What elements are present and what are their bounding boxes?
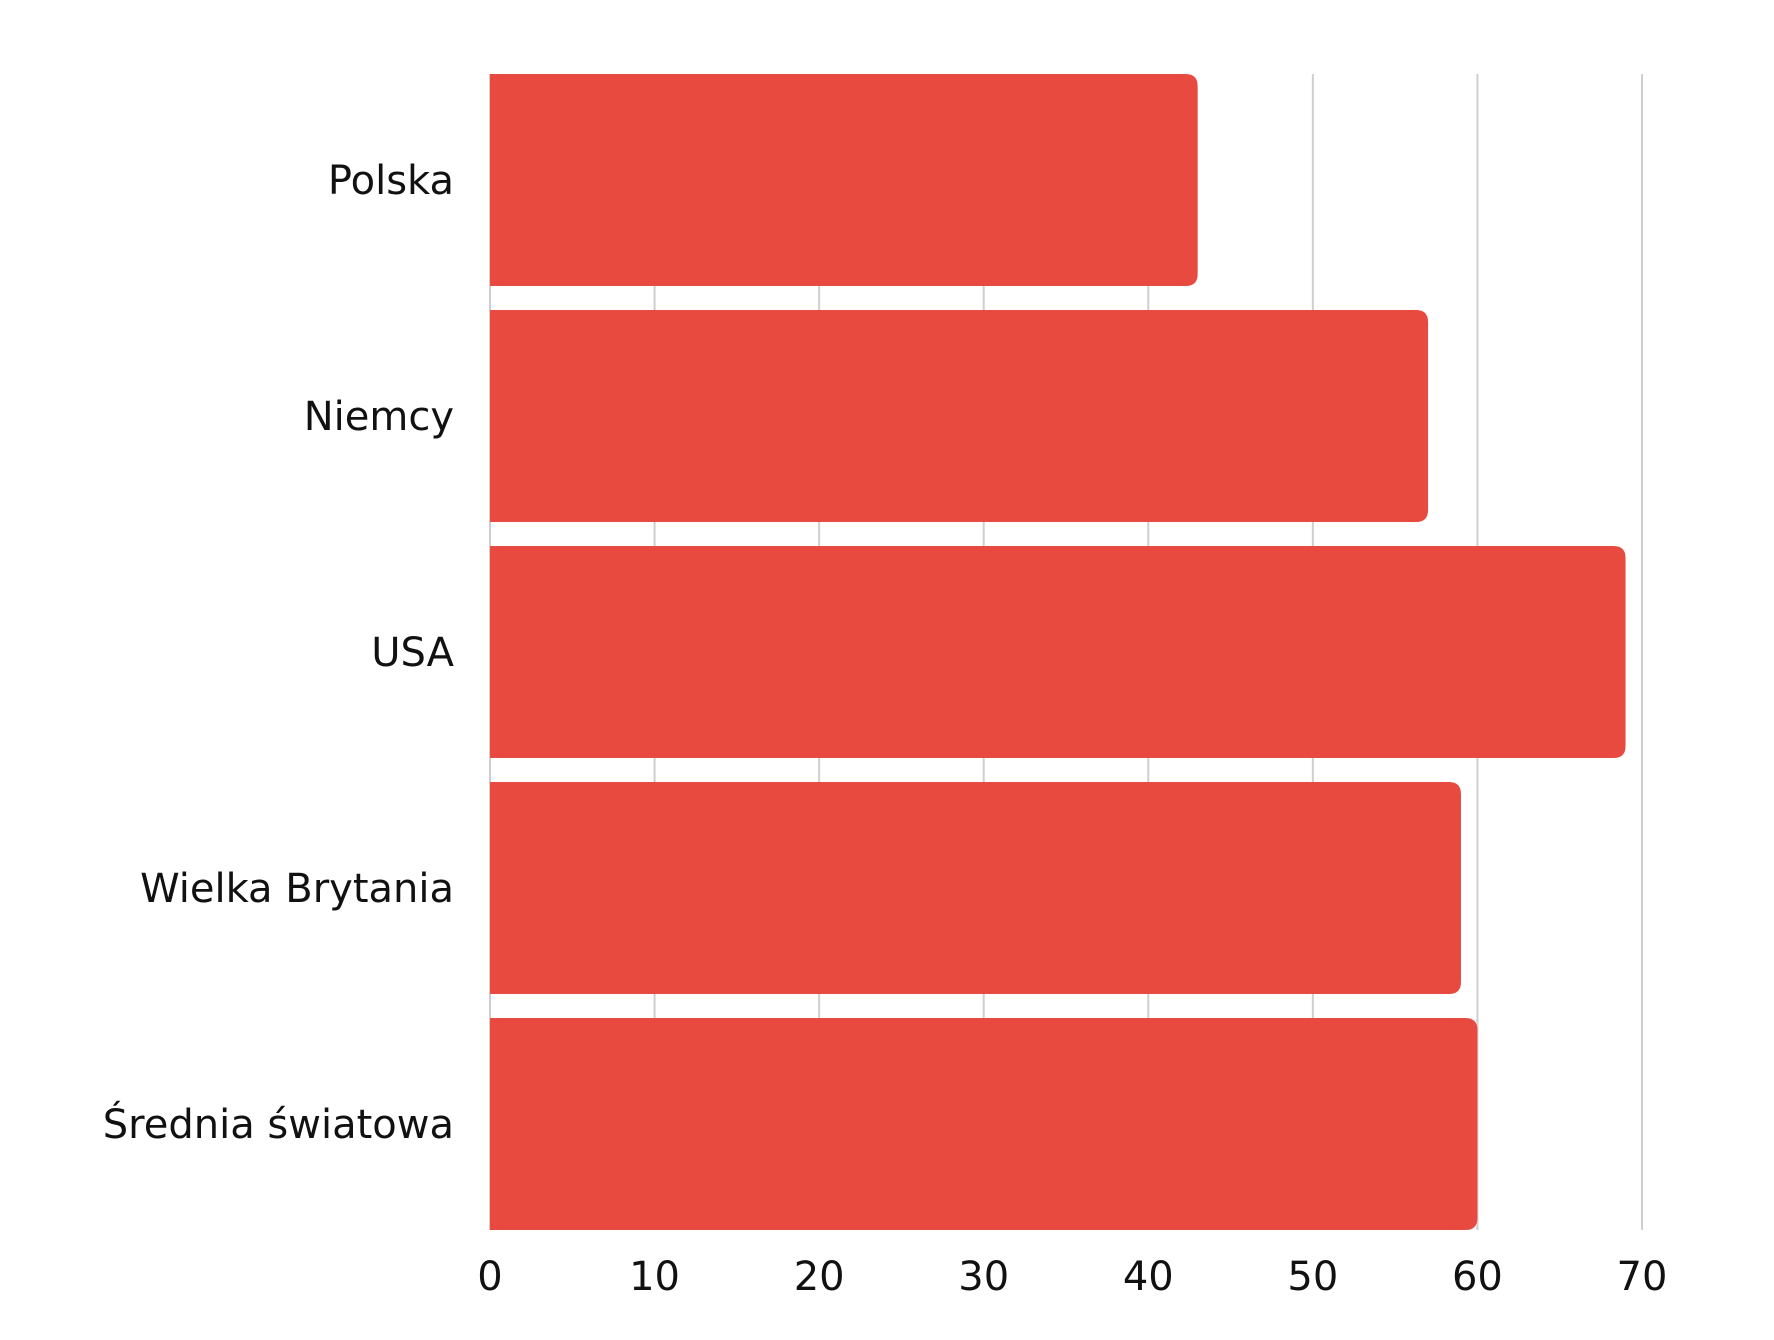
category-label: USA xyxy=(371,630,454,676)
bar-0 xyxy=(490,74,1198,286)
x-tick-label: 70 xyxy=(1617,1254,1668,1300)
category-label: Niemcy xyxy=(304,394,454,440)
category-label: Wielka Brytania xyxy=(140,866,454,912)
bar-2 xyxy=(490,546,1626,758)
x-tick-label: 10 xyxy=(629,1254,680,1300)
x-tick-label: 40 xyxy=(1123,1254,1174,1300)
bar-3 xyxy=(490,782,1461,994)
x-axis-tick-labels: 0 10 20 30 40 50 60 70 xyxy=(477,1254,1667,1300)
bars xyxy=(490,74,1626,1230)
x-tick-label: 50 xyxy=(1287,1254,1338,1300)
x-tick-label: 30 xyxy=(958,1254,1009,1300)
bar-4 xyxy=(490,1018,1478,1230)
category-labels: Polska Niemcy USA Wielka Brytania Średnia św… xyxy=(103,158,455,1148)
x-tick-label: 0 xyxy=(477,1254,502,1300)
category-label: Średnia światowa xyxy=(103,1100,454,1148)
x-tick-label: 60 xyxy=(1452,1254,1503,1300)
bar-1 xyxy=(490,310,1429,522)
category-label: Polska xyxy=(328,158,454,204)
x-tick-label: 20 xyxy=(794,1254,845,1300)
